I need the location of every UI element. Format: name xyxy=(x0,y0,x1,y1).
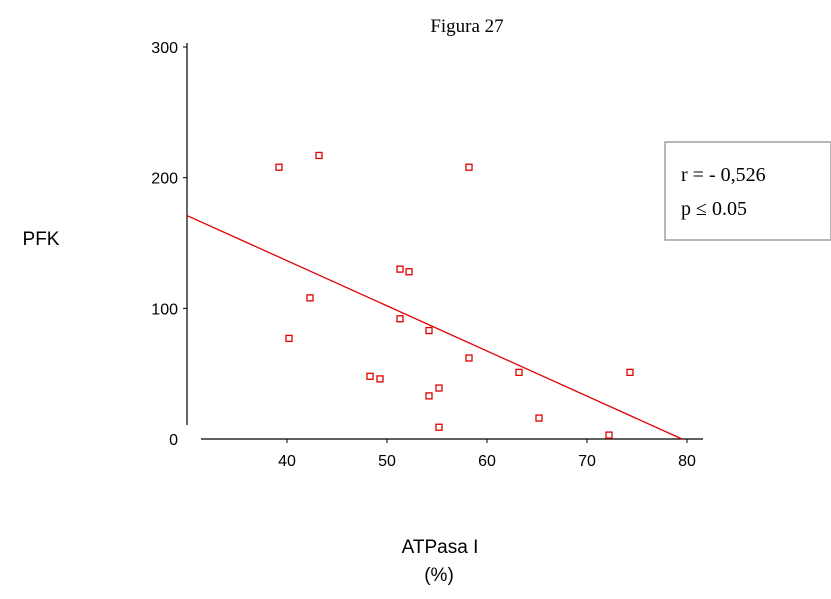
data-point xyxy=(435,384,443,392)
data-point xyxy=(366,372,374,380)
data-point xyxy=(515,368,523,377)
y-axis-label: PFK xyxy=(23,229,60,250)
data-point xyxy=(315,151,323,160)
stats-r-value: r = - 0,526 xyxy=(681,164,766,186)
data-point xyxy=(275,163,283,171)
data-point xyxy=(435,423,443,431)
data-point xyxy=(465,354,473,362)
regression-line xyxy=(186,214,683,440)
data-point xyxy=(605,431,613,439)
stats-p-value: p ≤ 0.05 xyxy=(681,198,747,220)
x-ticks: 40 50 60 70 80 xyxy=(278,439,696,470)
y-tick-label: 300 xyxy=(151,40,178,57)
data-point xyxy=(626,368,634,377)
data-point xyxy=(425,392,433,400)
data-point xyxy=(376,375,384,383)
data-point xyxy=(396,265,404,273)
data-points xyxy=(275,151,634,439)
x-tick-label: 80 xyxy=(678,453,696,470)
data-point xyxy=(535,414,543,422)
data-point xyxy=(465,163,473,171)
x-tick-label: 70 xyxy=(578,453,596,470)
y-tick-label: 200 xyxy=(151,171,178,188)
stats-box-frame xyxy=(664,141,831,241)
x-axis-unit: (%) xyxy=(424,565,454,586)
y-ticks: 0 100 200 300 xyxy=(151,40,187,449)
data-point xyxy=(405,268,413,276)
data-point xyxy=(396,315,404,323)
data-point xyxy=(306,294,314,302)
x-tick-label: 60 xyxy=(478,453,496,470)
stats-box: r = - 0,526 p ≤ 0.05 xyxy=(664,141,831,241)
y-tick-label: 100 xyxy=(151,301,178,318)
data-point xyxy=(425,326,433,335)
y-tick-label: 0 xyxy=(169,432,178,449)
chart-title: Figura 27 xyxy=(430,16,503,37)
x-axis-label: ATPasa I xyxy=(402,537,479,558)
data-point xyxy=(285,334,293,343)
x-tick-label: 40 xyxy=(278,453,296,470)
x-tick-label: 50 xyxy=(378,453,396,470)
